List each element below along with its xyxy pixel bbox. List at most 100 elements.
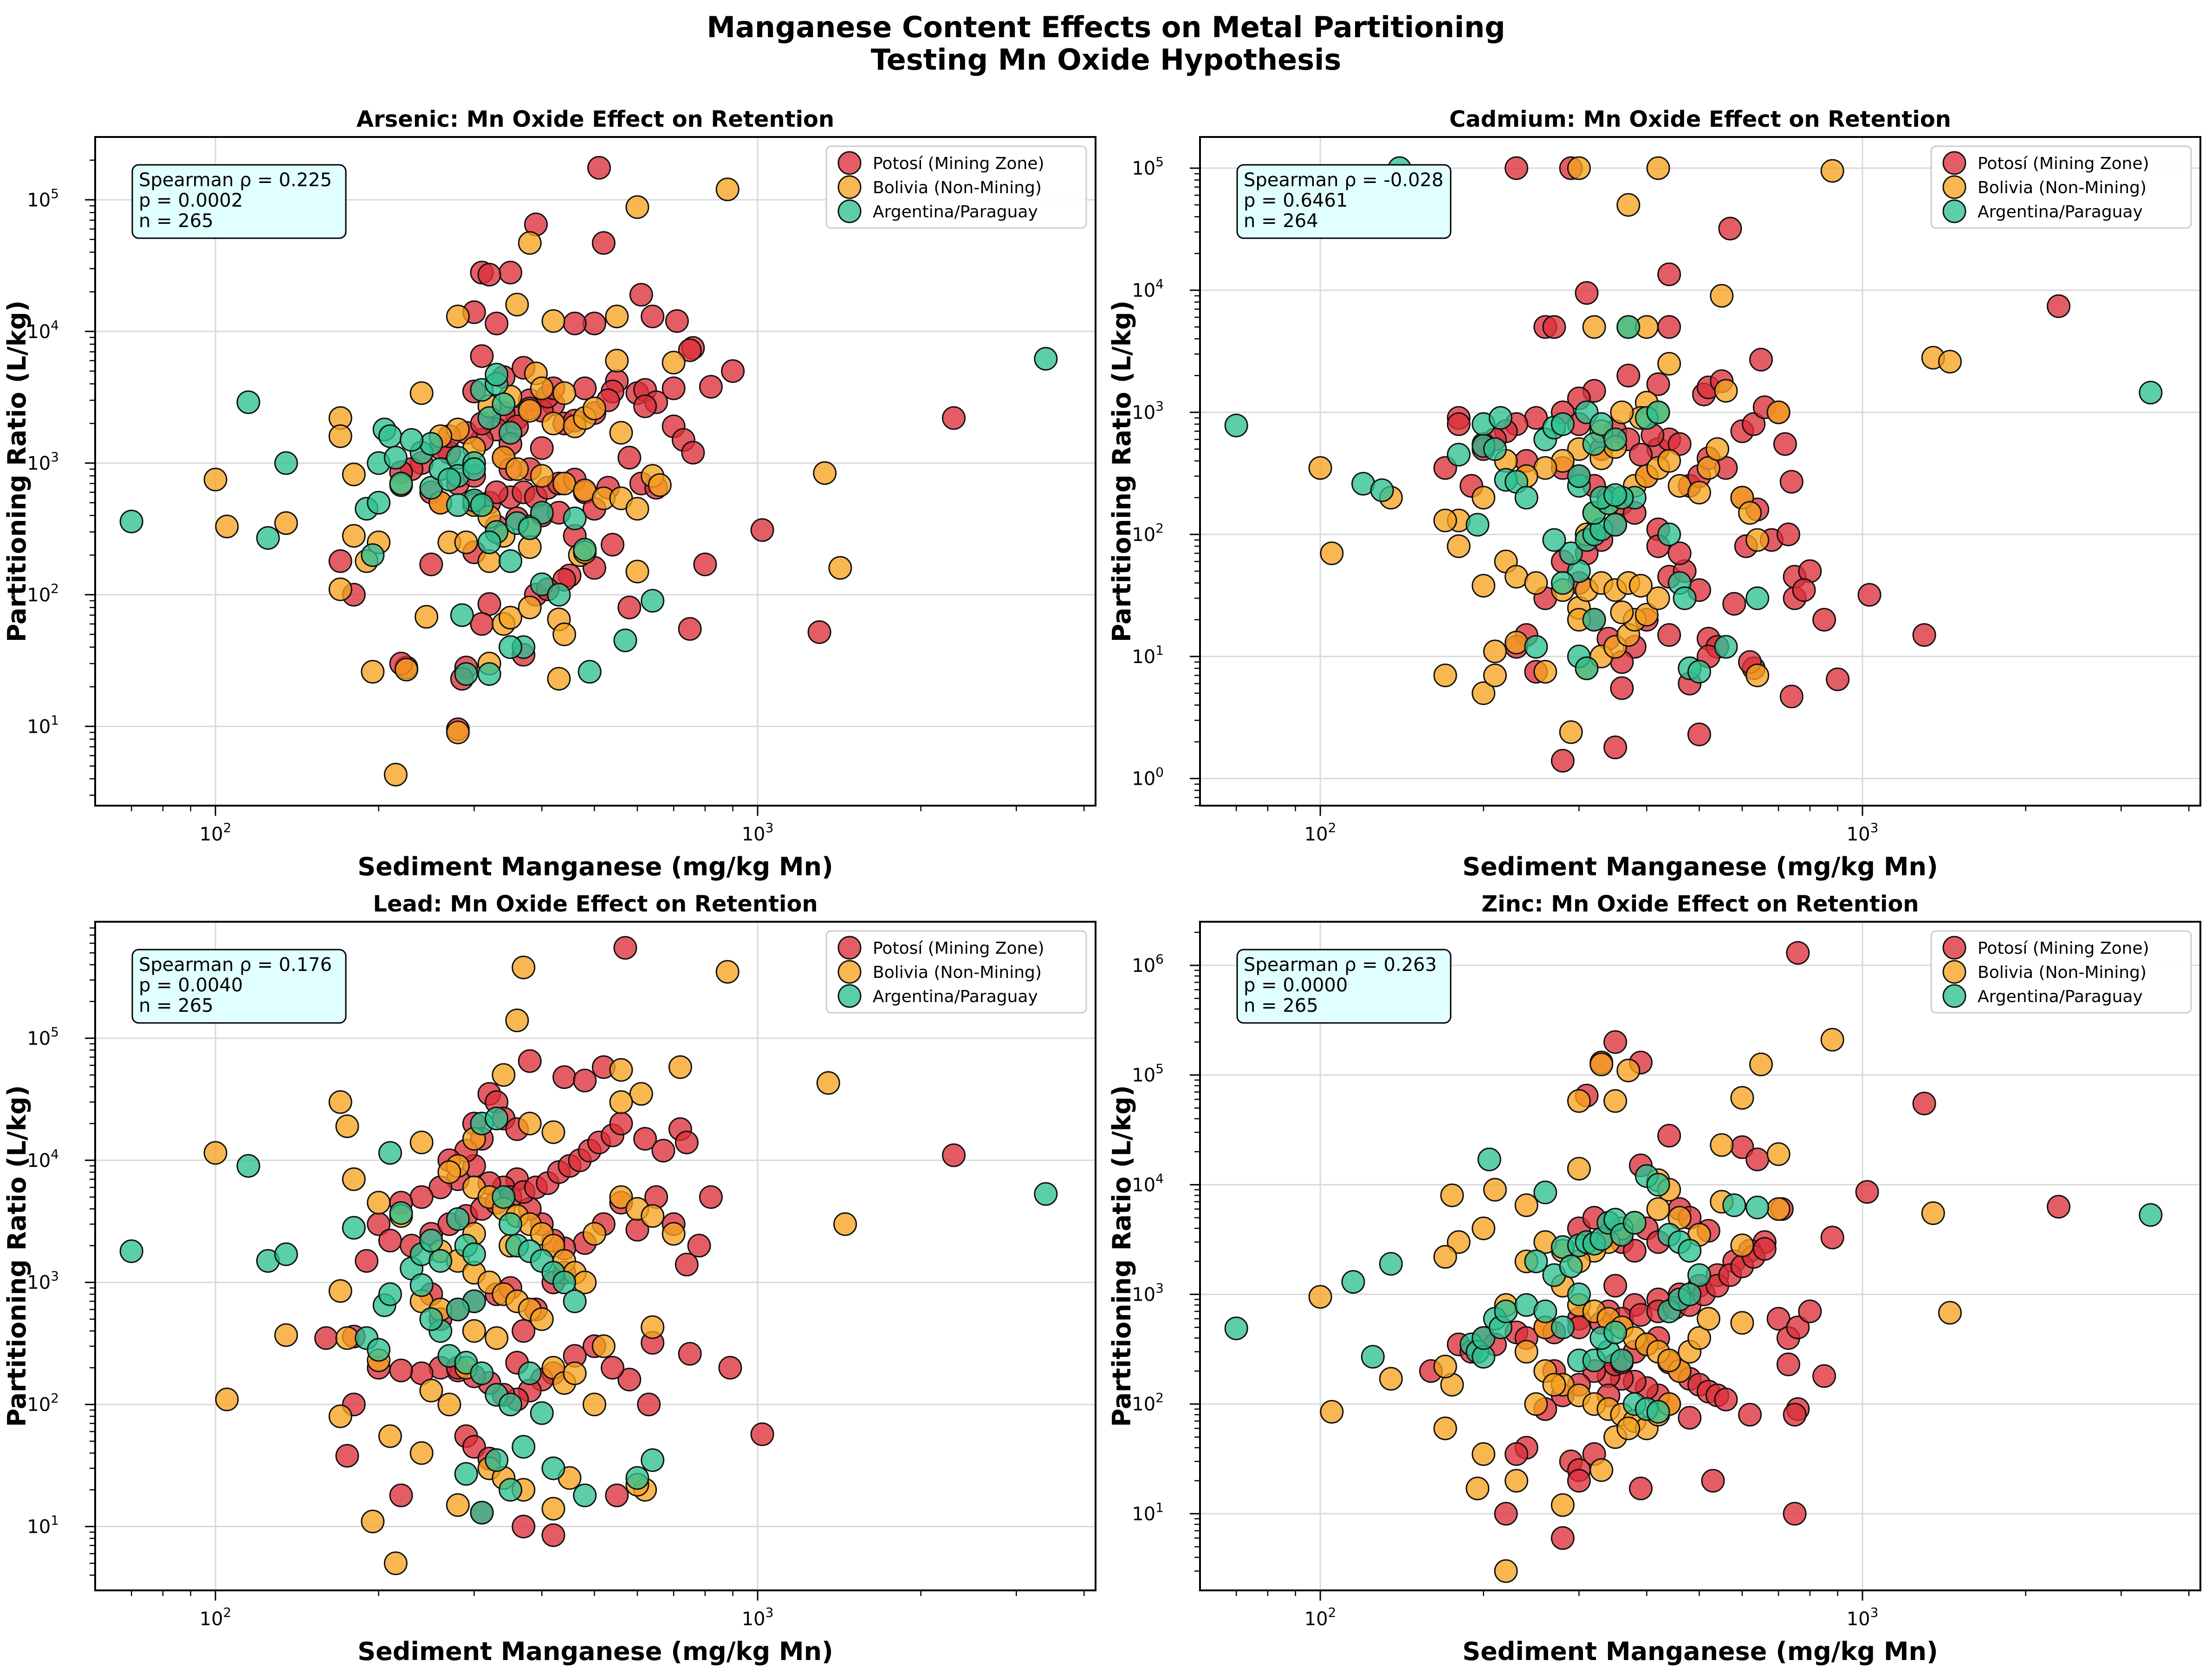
scatter-point-series-2 bbox=[389, 1201, 413, 1225]
scatter-point-series-2 bbox=[1646, 400, 1670, 424]
scatter-point-series-0 bbox=[629, 283, 653, 307]
scatter-point-series-1 bbox=[582, 1222, 606, 1246]
scatter-point-series-2 bbox=[477, 406, 501, 430]
scatter-point-series-1 bbox=[1533, 660, 1557, 684]
scatter-point-series-1 bbox=[505, 1008, 529, 1032]
scatter-point-series-0 bbox=[1701, 1469, 1725, 1493]
scatter-point-series-1 bbox=[1616, 193, 1641, 217]
scatter-point-series-0 bbox=[1857, 583, 1881, 607]
scatter-point-series-1 bbox=[378, 1424, 402, 1448]
legend-label: Bolivia (Non-Mining) bbox=[1978, 178, 2147, 197]
scatter-point-series-0 bbox=[675, 1252, 699, 1276]
scatter-point-series-1 bbox=[274, 511, 298, 535]
scatter-point-series-1 bbox=[1433, 663, 1457, 687]
scatter-point-series-1 bbox=[1730, 1233, 1754, 1257]
scatter-point-series-1 bbox=[1766, 400, 1790, 424]
scatter-point-series-2 bbox=[485, 363, 509, 387]
y-tick-label: 104 bbox=[27, 318, 59, 343]
scatter-point-series-2 bbox=[419, 1307, 443, 1331]
x-tick-label: 102 bbox=[200, 1605, 232, 1630]
scatter-point-series-2 bbox=[1224, 1316, 1248, 1341]
scatter-point-series-0 bbox=[942, 1143, 966, 1167]
scatter-point-series-0 bbox=[1718, 216, 1742, 241]
x-axis-label: Sediment Manganese (mg/kg Mn) bbox=[1462, 852, 1938, 881]
scatter-point-series-0 bbox=[721, 359, 745, 383]
scatter-point-series-1 bbox=[1714, 379, 1738, 403]
scatter-point-series-2 bbox=[625, 1466, 649, 1490]
scatter-point-series-0 bbox=[1745, 1147, 1770, 1172]
scatter-point-series-1 bbox=[446, 1493, 470, 1517]
scatter-point-series-1 bbox=[605, 349, 629, 373]
scatter-point-series-1 bbox=[1706, 437, 1730, 461]
scatter-point-series-2 bbox=[492, 1185, 516, 1209]
scatter-point-series-2 bbox=[454, 1462, 478, 1486]
scatter-point-series-0 bbox=[1657, 623, 1681, 647]
scatter-point-series-1 bbox=[1320, 541, 1344, 566]
scatter-point-series-1 bbox=[541, 1497, 565, 1521]
scatter-point-series-1 bbox=[1710, 1133, 1734, 1157]
scatter-point-series-0 bbox=[541, 1523, 565, 1547]
panel-2: 102 103 101 102 103 104 105 Lead: Mn Oxide Effe… bbox=[2, 891, 1096, 1666]
scatter-point-series-2 bbox=[1603, 483, 1628, 507]
stats-box bbox=[1236, 949, 1452, 1024]
y-tick-label: 101 bbox=[1132, 1500, 1164, 1525]
scatter-point-series-1 bbox=[1616, 1416, 1641, 1440]
scatter-point-series-0 bbox=[613, 936, 637, 960]
legend-marker bbox=[1942, 199, 1966, 223]
legend-label: Bolivia (Non-Mining) bbox=[873, 178, 1042, 197]
scatter-point-series-1 bbox=[361, 660, 385, 684]
scatter-point-series-2 bbox=[1610, 1348, 1634, 1373]
scatter-point-series-1 bbox=[582, 1393, 606, 1417]
y-axis-label: Partitioning Ratio (L/kg) bbox=[1107, 300, 1136, 642]
scatter-point-series-1 bbox=[609, 1185, 633, 1209]
figure-title-line2: Testing Mn Oxide Hypothesis bbox=[870, 43, 1342, 77]
y-tick-label: 105 bbox=[1132, 1061, 1164, 1086]
panel-3: 102 103 101 102 103 104 105 106 Zinc: Mn Oxide E… bbox=[1107, 891, 2201, 1666]
scatter-point-series-0 bbox=[355, 1249, 379, 1273]
scatter-point-series-1 bbox=[1483, 639, 1507, 664]
scatter-point-series-1 bbox=[1567, 1157, 1591, 1181]
axes-frame bbox=[94, 921, 1096, 1591]
scatter-point-series-0 bbox=[477, 262, 501, 287]
scatter-point-series-0 bbox=[1855, 1180, 1879, 1204]
stats-line: n = 265 bbox=[139, 995, 214, 1016]
scatter-point-series-2 bbox=[485, 1107, 509, 1131]
scatter-point-series-0 bbox=[665, 309, 689, 333]
scatter-point-series-2 bbox=[1524, 1249, 1548, 1273]
y-tick-label: 104 bbox=[1132, 276, 1164, 301]
scatter-point-series-2 bbox=[446, 1207, 470, 1231]
scatter-point-series-1 bbox=[1616, 1058, 1641, 1082]
scatter-point-series-0 bbox=[552, 1065, 577, 1089]
scatter-point-series-2 bbox=[1722, 1193, 1746, 1218]
scatter-point-series-2 bbox=[367, 491, 391, 515]
scatter-point-series-0 bbox=[1550, 1526, 1575, 1550]
scatter-point-series-2 bbox=[274, 451, 298, 475]
scatter-point-series-2 bbox=[450, 603, 474, 627]
panel-title: Lead: Mn Oxide Effect on Retention bbox=[373, 891, 817, 917]
scatter-point-series-1 bbox=[328, 1279, 352, 1303]
scatter-point-series-1 bbox=[1524, 1392, 1548, 1416]
scatter-point-series-1 bbox=[1921, 1201, 1945, 1225]
scatter-point-series-1 bbox=[462, 1319, 486, 1343]
scatter-point-series-1 bbox=[662, 1222, 686, 1246]
scatter-point-series-1 bbox=[367, 1191, 391, 1215]
scatter-point-series-1 bbox=[328, 1404, 352, 1428]
scatter-point-series-0 bbox=[1550, 749, 1575, 773]
scatter-point-series-0 bbox=[470, 612, 494, 636]
scatter-point-series-1 bbox=[1603, 1089, 1628, 1113]
scatter-point-series-2 bbox=[1494, 1299, 1518, 1323]
legend-marker bbox=[1942, 151, 1966, 175]
scatter-point-series-1 bbox=[605, 304, 629, 328]
scatter-point-series-1 bbox=[409, 1441, 434, 1465]
scatter-point-series-1 bbox=[1308, 456, 1332, 480]
scatter-point-series-1 bbox=[1766, 1142, 1790, 1166]
scatter-point-series-0 bbox=[750, 518, 774, 542]
y-tick-label: 106 bbox=[1132, 951, 1164, 977]
scatter-point-series-2 bbox=[119, 1239, 143, 1263]
stats-box bbox=[1236, 164, 1452, 239]
legend-label: Potosí (Mining Zone) bbox=[873, 939, 1044, 958]
scatter-point-series-0 bbox=[617, 1367, 642, 1392]
scatter-point-series-1 bbox=[518, 1112, 542, 1136]
scatter-point-series-1 bbox=[328, 577, 352, 601]
